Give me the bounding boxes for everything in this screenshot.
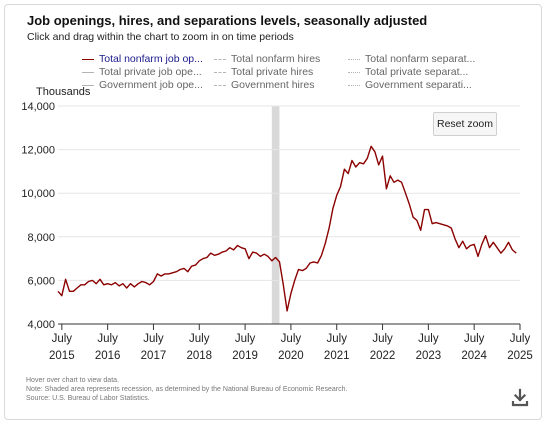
x-tick-label-month: July [464, 333, 485, 345]
x-tick-label-month: July [143, 333, 164, 345]
x-tick-label-month: July [52, 333, 73, 345]
y-tick-label: 8,000 [27, 232, 55, 244]
recession-note: Note: Shaded area represents recession, … [26, 386, 348, 393]
legend-label: Total private hires [231, 66, 314, 78]
legend-label: Total nonfarm hires [231, 53, 321, 65]
chart-title: Job openings, hires, and separations lev… [27, 13, 428, 28]
x-tick-label-year: 2018 [186, 350, 212, 362]
download-icon [511, 388, 529, 407]
legend-label: Government job ope... [99, 79, 203, 91]
x-tick-label-year: 2021 [324, 350, 350, 362]
x-tick-label-year: 2025 [507, 350, 533, 362]
legend-label: Government separati... [365, 79, 472, 91]
legend-item[interactable]: Total private separat... [348, 66, 468, 78]
legend-label: Total nonfarm separat... [365, 53, 476, 65]
y-axis-label: Thousands [36, 86, 91, 98]
legend-item[interactable]: Total nonfarm separat... [348, 53, 475, 65]
x-tick-label-month: July [510, 333, 531, 345]
legend-item[interactable]: Government separati... [348, 79, 472, 91]
x-tick-label-month: July [235, 333, 256, 345]
x-tick-label-year: 2015 [49, 350, 75, 362]
recession-band [271, 106, 280, 324]
legend-label: Government hires [231, 79, 315, 91]
legend-swatch [348, 84, 360, 86]
source-note: Source: U.S. Bureau of Labor Statistics. [26, 395, 150, 402]
legend-item[interactable]: Government hires [214, 79, 314, 91]
x-tick-label-month: July [281, 333, 302, 345]
legend-swatch [82, 58, 94, 60]
legend-swatch [214, 84, 226, 86]
x-tick-label-month: July [418, 333, 439, 345]
y-tick-label: 10,000 [21, 188, 55, 200]
legend-swatch [82, 84, 94, 86]
x-tick-label-year: 2020 [278, 350, 304, 362]
x-tick-label-month: July [372, 333, 393, 345]
x-tick-label-year: 2016 [95, 350, 121, 362]
legend-item[interactable]: Total nonfarm hires [214, 53, 320, 65]
legend-label: Total private job ope... [99, 66, 202, 78]
download-button[interactable] [511, 388, 529, 408]
y-tick-label: 4,000 [27, 319, 55, 331]
x-tick-label-year: 2019 [232, 350, 258, 362]
legend-swatch [82, 71, 94, 73]
series-line [57, 145, 517, 312]
legend-swatch [214, 58, 226, 60]
y-tick-label: 14,000 [21, 101, 55, 113]
legend-swatch [348, 71, 360, 73]
legend-item[interactable]: Total private job ope... [82, 66, 202, 78]
x-tick-label-year: 2017 [141, 350, 167, 362]
y-tick-label: 12,000 [21, 145, 55, 157]
x-tick-label-month: July [97, 333, 118, 345]
legend-item[interactable]: Government job ope... [82, 79, 203, 91]
legend-swatch [214, 71, 226, 73]
legend-swatch [348, 58, 360, 60]
hover-note: Hover over chart to view data. [26, 377, 119, 384]
y-tick-label: 6,000 [27, 275, 55, 287]
legend-label: Total nonfarm job op... [99, 53, 203, 65]
legend-label: Total private separat... [365, 66, 469, 78]
chart-notes: Hover over chart to view data. Note: Sha… [26, 376, 347, 403]
x-tick-label-month: July [189, 333, 210, 345]
x-tick-label-year: 2024 [461, 350, 487, 362]
legend-item[interactable]: Total nonfarm job op... [82, 53, 203, 65]
x-tick-label-month: July [327, 333, 348, 345]
chart-subtitle: Click and drag within the chart to zoom … [27, 31, 294, 43]
x-tick-label-year: 2023 [416, 350, 442, 362]
x-tick-label-year: 2022 [370, 350, 396, 362]
reset-zoom-button[interactable]: Reset zoom [433, 112, 497, 136]
legend-item[interactable]: Total private hires [214, 66, 313, 78]
